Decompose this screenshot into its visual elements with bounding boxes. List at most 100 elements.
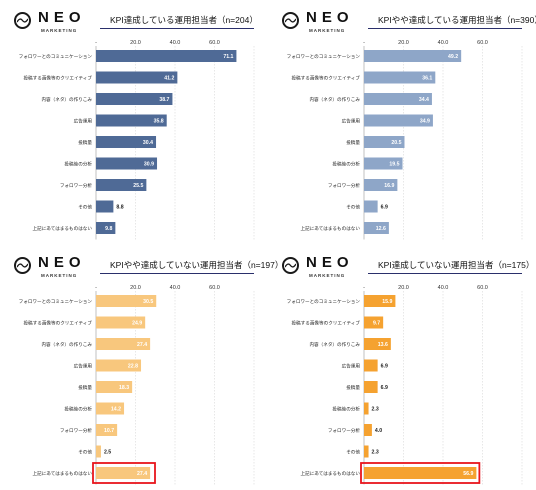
value-label: 2.3 [372, 407, 379, 413]
title-rule [368, 28, 522, 29]
axis-tick-label: 40.0 [170, 40, 181, 46]
bar [96, 222, 116, 234]
value-label: 71.1 [223, 54, 233, 60]
bar [96, 179, 147, 191]
category-label: フォロワーとのコミュニケーション [287, 298, 361, 305]
value-label: 6.9 [381, 205, 388, 211]
value-label: 36.1 [422, 76, 432, 82]
category-label: フォロワーとのコミュニケーション [19, 298, 93, 305]
axis-tick-label: - [363, 285, 365, 291]
bar [364, 316, 384, 329]
chart-panel-kpi-somewhat-achieved: NEO MARKETING KPIやや達成している運用担当者（n=390） - 2… [268, 0, 536, 245]
value-label: 27.4 [137, 342, 147, 348]
category-label: 広告運用 [74, 118, 93, 125]
category-label: その他 [346, 204, 360, 211]
bar [364, 338, 391, 350]
value-label: 8.8 [116, 205, 123, 211]
value-label: 34.4 [419, 97, 429, 103]
chart-title: KPI達成している運用担当者（n=204） [110, 15, 258, 25]
axis-tick-label: 20.0 [130, 285, 141, 291]
category-label: 広告運用 [342, 363, 361, 370]
axis-tick-label: 20.0 [130, 40, 141, 46]
logo-wordmark: NEO [38, 254, 86, 271]
bar [364, 157, 403, 170]
axis-tick-label: 40.0 [438, 285, 449, 291]
value-label: 9.7 [373, 321, 380, 327]
category-label: フォロワーとのコミュニケーション [287, 53, 361, 60]
bar [364, 424, 372, 436]
bar [96, 338, 151, 350]
value-label: 18.3 [119, 385, 129, 391]
chart-panel-kpi-not-achieved: NEO MARKETING KPI達成していない運用担当者（n=175） - 20… [268, 245, 536, 490]
title-rule [100, 28, 254, 29]
bar [364, 93, 432, 105]
logo-circle-icon [14, 257, 31, 274]
category-label: 上記にあてはまるものはない [32, 225, 92, 232]
axis-tick-label: 60.0 [209, 40, 220, 46]
value-label: 38.7 [159, 97, 169, 103]
axis-tick-label: 20.0 [398, 40, 409, 46]
value-label: 30.9 [144, 162, 154, 168]
value-label: 16.9 [384, 183, 394, 189]
value-label: 25.5 [133, 183, 143, 189]
bar [364, 445, 369, 458]
category-label: 広告運用 [342, 118, 361, 125]
chart-title: KPIやや達成している運用担当者（n=390） [378, 15, 536, 25]
value-label: 2.3 [372, 450, 379, 456]
value-label: 22.8 [128, 364, 138, 370]
logo-subtext: MARKETING [309, 28, 346, 33]
value-label: 14.2 [111, 407, 121, 413]
bar [96, 136, 157, 148]
bar [96, 402, 125, 415]
bar-chart: - 20.0 40.0 60.0 フォロワーとのコミュニケーション 49.2 投稿する画像等… [287, 40, 523, 240]
value-label: 24.9 [132, 321, 142, 327]
category-label: 投稿後の分析 [332, 161, 360, 168]
bar [364, 179, 398, 191]
bar-chart: - 20.0 40.0 60.0 フォロワーとのコミュニケーション 71.1 投稿する画像等… [19, 40, 255, 240]
bar [364, 50, 462, 62]
axis-tick-label: - [95, 40, 97, 46]
category-label: フォロワー分析 [60, 182, 93, 189]
category-label: フォロワーとのコミュニケーション [19, 53, 93, 60]
category-label: 内容（ネタ）の作りこみ [309, 341, 360, 348]
title-rule [368, 273, 522, 274]
bar [96, 295, 157, 307]
chart-title: KPI達成していない運用担当者（n=175） [378, 260, 535, 270]
bar [96, 50, 237, 62]
category-label: 投稿後の分析 [332, 406, 360, 413]
bar [96, 445, 101, 458]
bar [96, 71, 178, 84]
logo-wordmark: NEO [306, 254, 354, 271]
axis-tick-label: 20.0 [398, 285, 409, 291]
logo-wordmark: NEO [38, 9, 86, 26]
value-label: 35.8 [154, 119, 164, 125]
value-label: 30.5 [143, 299, 153, 305]
value-label: 20.5 [391, 140, 401, 146]
value-label: 15.9 [382, 299, 392, 305]
neo-marketing-logo: NEO MARKETING [14, 8, 104, 38]
bar [364, 71, 436, 84]
value-label: 13.6 [378, 342, 388, 348]
logo-wordmark: NEO [306, 9, 354, 26]
category-label: その他 [78, 449, 92, 456]
bar [364, 467, 477, 479]
bar-chart: - 20.0 40.0 60.0 フォロワーとのコミュニケーション 15.9 投稿する画像等… [287, 285, 523, 485]
logo-subtext: MARKETING [309, 273, 346, 278]
chart-panel-kpi-achieved: NEO MARKETING KPI達成している運用担当者（n=204） - 20.… [0, 0, 268, 245]
category-label: 投稿する画像等のクリエイティブ [291, 320, 360, 327]
neo-marketing-logo: NEO MARKETING [282, 253, 372, 283]
value-label: 6.9 [381, 385, 388, 391]
value-label: 10.7 [104, 428, 114, 434]
logo-subtext: MARKETING [41, 28, 78, 33]
category-label: 投稿量 [346, 139, 360, 146]
category-label: 内容（ネタ）の作りこみ [41, 96, 92, 103]
category-label: 内容（ネタ）の作りこみ [41, 341, 92, 348]
category-label: 投稿量 [78, 139, 92, 146]
category-label: 投稿する画像等のクリエイティブ [291, 75, 360, 82]
axis-tick-label: 60.0 [477, 40, 488, 46]
category-label: 上記にあてはまるものはない [300, 470, 360, 477]
category-label: その他 [78, 204, 92, 211]
value-label: 12.6 [376, 226, 386, 232]
bar [364, 114, 433, 127]
bar [364, 295, 396, 307]
